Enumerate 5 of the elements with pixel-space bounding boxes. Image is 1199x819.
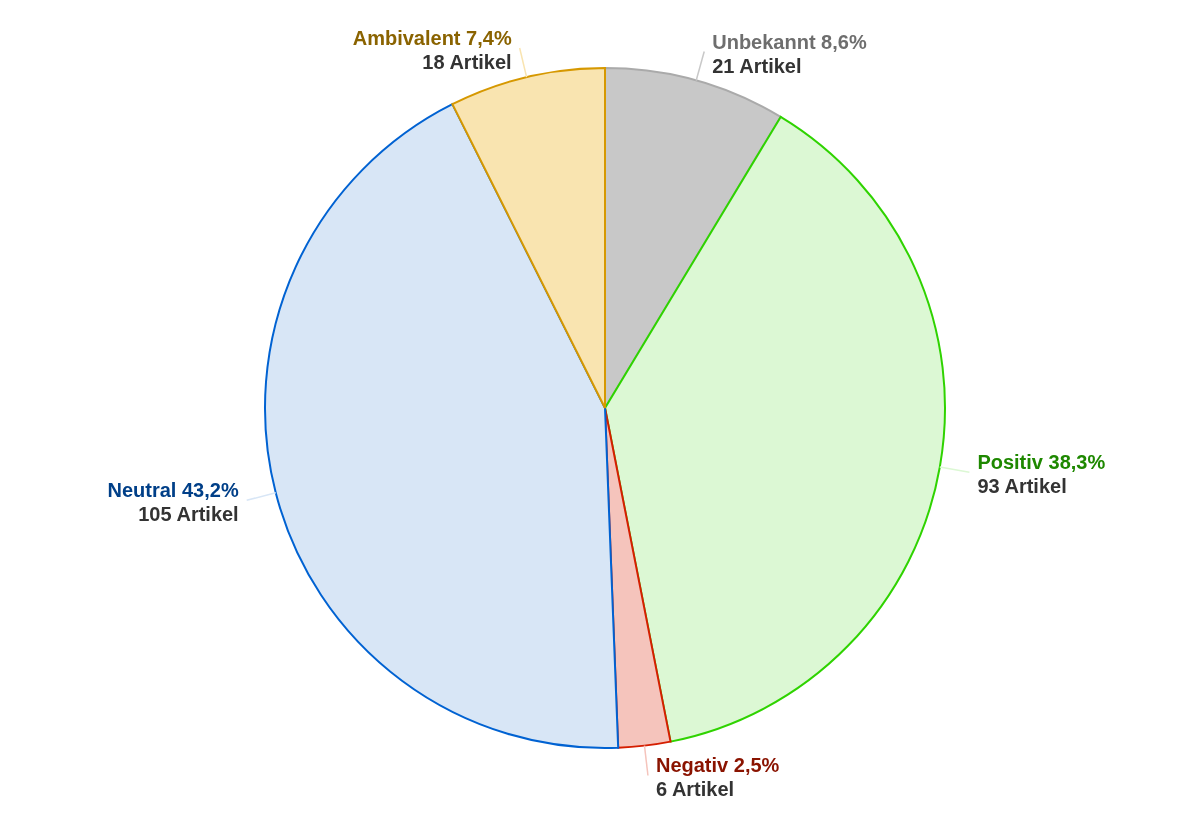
slice-label: Negativ 2,5% 6 Artikel <box>655 754 780 801</box>
slice-label: Neutral 43,2% 105 Artikel <box>107 479 239 526</box>
slice-label: Ambivalent 7,4% 18 Artikel <box>352 26 512 73</box>
slice-label: Unbekannt 8,6% 21 Artikel <box>712 30 867 77</box>
slice-label: Positiv 38,3% 93 Artikel <box>977 451 1106 498</box>
